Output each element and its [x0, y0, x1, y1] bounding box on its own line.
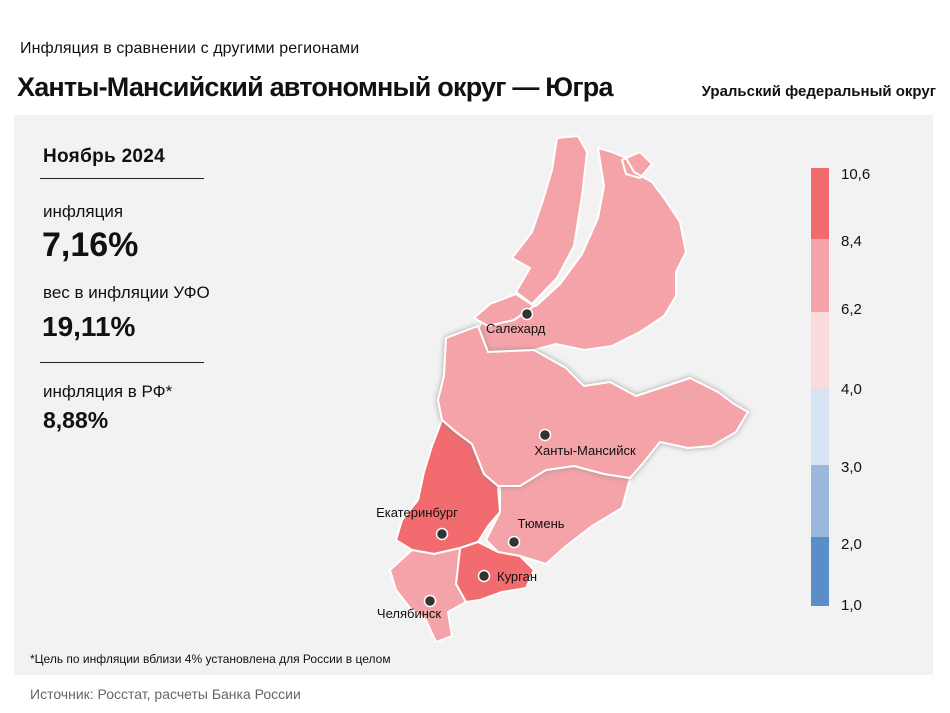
weight-label: вес в инфляции УФО	[43, 283, 210, 302]
divider-bottom	[40, 362, 204, 363]
legend-segment-1-0-2-0	[811, 537, 829, 606]
legend-segment-2-0-3-0	[811, 465, 829, 537]
legend-tick: 3,0	[841, 459, 862, 476]
legend-tick: 8,4	[841, 233, 862, 250]
district-label: Уральский федеральный округ	[701, 83, 936, 100]
rf-inflation-label: инфляция в РФ*	[43, 382, 173, 401]
source-note: Источник: Росстат, расчеты Банка России	[30, 686, 301, 702]
weight-value: 19,11%	[42, 311, 136, 342]
legend-tick: 2,0	[841, 536, 862, 553]
legend-tick: 10,6	[841, 166, 871, 183]
legend-segment-8-4-10-6	[811, 168, 829, 239]
legend-segment-3-0-4-0	[811, 389, 829, 465]
page-title: Ханты-Мансийский автономный округ — Югра	[17, 72, 614, 102]
city-label: Салехард	[486, 321, 546, 336]
divider-top	[40, 178, 204, 179]
city-marker-icon	[520, 307, 534, 321]
city-label: Ханты-Мансийск	[534, 443, 636, 458]
city-label: Тюмень	[517, 516, 564, 531]
city-marker-icon	[423, 594, 437, 608]
region-yamalo-nenets	[477, 135, 687, 355]
city-label: Екатеринбург	[376, 505, 458, 520]
city-marker-icon	[538, 428, 552, 442]
legend-segment-4-0-6-2	[811, 312, 829, 389]
page-subtitle: Инфляция в сравнении с другими регионами	[20, 40, 360, 57]
legend-tick: 6,2	[841, 301, 862, 318]
legend-segment-6-2-8-4	[811, 239, 829, 312]
region-khanty-mansi	[437, 325, 749, 487]
city-marker-icon	[435, 527, 449, 541]
city-label: Курган	[497, 569, 537, 584]
footnote: *Цель по инфляции вблизи 4% установлена …	[30, 652, 391, 666]
legend-tick: 1,0	[841, 597, 862, 614]
city-marker-icon	[477, 569, 491, 583]
month-label: Ноябрь 2024	[43, 146, 166, 167]
rf-inflation-value: 8,88%	[43, 407, 109, 433]
region-yamalo-nenets-west	[473, 293, 535, 327]
inflation-label: инфляция	[43, 202, 124, 221]
inflation-value: 7,16%	[42, 226, 139, 264]
legend-tick: 4,0	[841, 381, 862, 398]
city-marker-icon	[507, 535, 521, 549]
region-chelyabinsk	[389, 547, 467, 643]
city-label: Челябинск	[377, 606, 441, 621]
